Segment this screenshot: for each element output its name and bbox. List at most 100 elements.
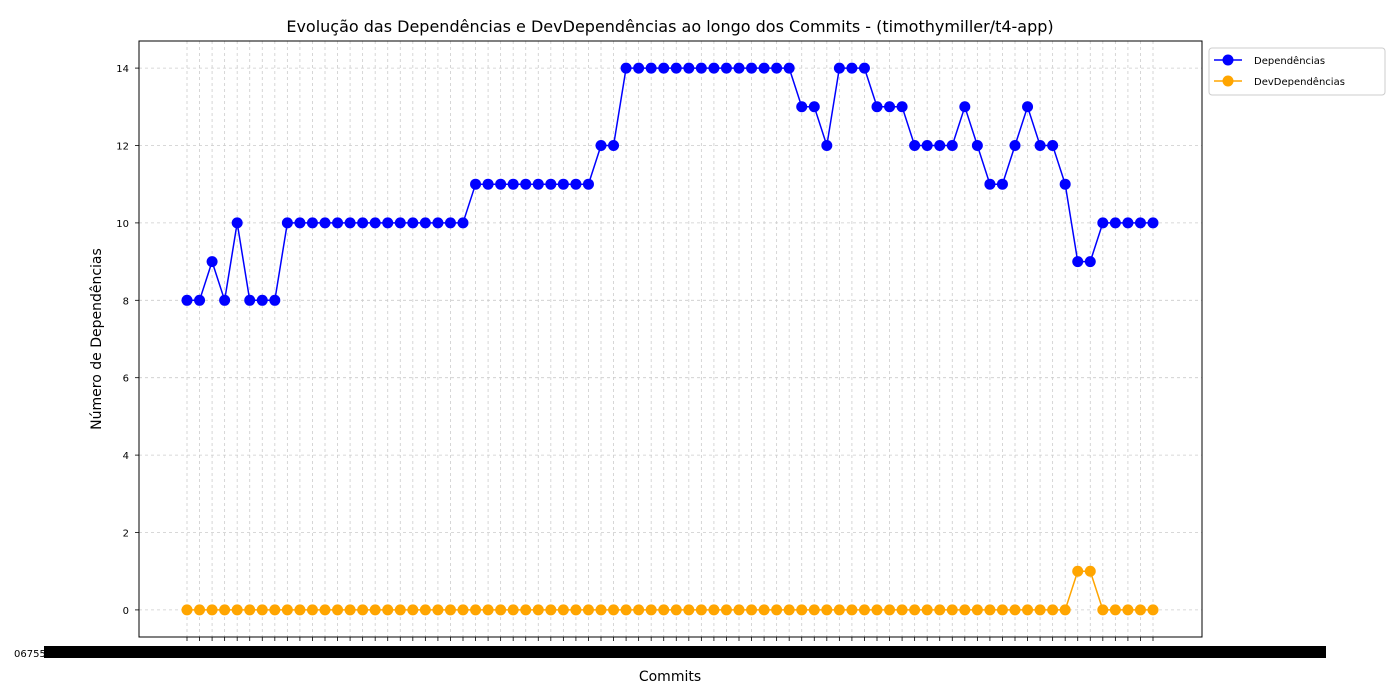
data-point-series-0 xyxy=(444,217,456,229)
y-tick-label: 10 xyxy=(116,219,129,230)
data-point-series-1 xyxy=(357,604,369,616)
data-point-series-0 xyxy=(357,217,369,229)
data-point-series-1 xyxy=(984,604,996,616)
data-point-series-1 xyxy=(1072,565,1084,577)
data-point-series-1 xyxy=(1122,604,1134,616)
data-point-series-1 xyxy=(971,604,983,616)
data-point-series-1 xyxy=(319,604,331,616)
data-point-series-1 xyxy=(231,604,243,616)
data-point-series-1 xyxy=(595,604,607,616)
data-point-series-1 xyxy=(1034,604,1046,616)
data-point-series-0 xyxy=(382,217,394,229)
data-point-series-0 xyxy=(633,62,645,74)
data-point-series-0 xyxy=(1147,217,1159,229)
legend-marker-dependencias xyxy=(1222,54,1234,66)
data-point-series-0 xyxy=(332,217,344,229)
data-point-series-1 xyxy=(645,604,657,616)
data-point-series-1 xyxy=(256,604,268,616)
data-point-series-0 xyxy=(1072,256,1084,268)
data-point-series-0 xyxy=(934,139,946,151)
data-point-series-0 xyxy=(369,217,381,229)
legend-marker-devdependencias xyxy=(1222,75,1234,87)
data-point-series-1 xyxy=(507,604,519,616)
data-point-series-0 xyxy=(683,62,695,74)
data-point-series-0 xyxy=(206,256,218,268)
data-point-series-1 xyxy=(833,604,845,616)
data-point-series-1 xyxy=(470,604,482,616)
data-point-series-1 xyxy=(921,604,933,616)
data-point-series-1 xyxy=(532,604,544,616)
y-tick-label: 14 xyxy=(116,64,129,75)
data-point-series-0 xyxy=(294,217,306,229)
data-point-series-0 xyxy=(1109,217,1121,229)
x-tick-label-last: ...8e05d xyxy=(1285,649,1326,660)
data-point-series-1 xyxy=(821,604,833,616)
data-point-series-1 xyxy=(683,604,695,616)
data-point-series-1 xyxy=(608,604,620,616)
data-point-series-0 xyxy=(495,178,507,190)
data-point-series-1 xyxy=(633,604,645,616)
data-point-series-0 xyxy=(858,62,870,74)
data-point-series-1 xyxy=(796,604,808,616)
data-point-series-0 xyxy=(1059,178,1071,190)
data-point-series-1 xyxy=(545,604,557,616)
data-point-series-0 xyxy=(758,62,770,74)
data-point-series-1 xyxy=(407,604,419,616)
data-point-series-0 xyxy=(695,62,707,74)
data-point-series-0 xyxy=(432,217,444,229)
data-point-series-0 xyxy=(457,217,469,229)
data-point-series-1 xyxy=(934,604,946,616)
data-point-series-0 xyxy=(470,178,482,190)
data-point-series-1 xyxy=(959,604,971,616)
data-point-series-1 xyxy=(570,604,582,616)
data-point-series-1 xyxy=(658,604,670,616)
data-point-series-0 xyxy=(1084,256,1096,268)
data-point-series-1 xyxy=(495,604,507,616)
data-point-series-1 xyxy=(771,604,783,616)
data-point-series-1 xyxy=(181,604,193,616)
data-point-series-0 xyxy=(1047,139,1059,151)
data-point-series-0 xyxy=(219,294,231,306)
data-point-series-0 xyxy=(595,139,607,151)
data-point-series-1 xyxy=(269,604,281,616)
data-point-series-0 xyxy=(670,62,682,74)
legend-box xyxy=(1208,47,1386,96)
data-point-series-1 xyxy=(783,604,795,616)
data-point-series-0 xyxy=(896,101,908,113)
data-point-series-1 xyxy=(1109,604,1121,616)
data-point-series-0 xyxy=(608,139,620,151)
x-axis-label: Commits xyxy=(639,669,701,685)
data-point-series-0 xyxy=(419,217,431,229)
data-point-series-1 xyxy=(206,604,218,616)
y-axis-ticks: 0 2 4 6 8 10 12 14 xyxy=(116,64,139,617)
data-point-series-1 xyxy=(1047,604,1059,616)
data-point-series-0 xyxy=(507,178,519,190)
legend-label-devdependencias: DevDependências xyxy=(1254,76,1345,88)
x-tick-label-first: 06755... xyxy=(14,649,55,660)
y-axis-label: Número de Dependências xyxy=(89,248,105,430)
data-point-series-0 xyxy=(658,62,670,74)
series-layer xyxy=(181,62,1159,616)
data-point-series-1 xyxy=(1134,604,1146,616)
data-point-series-0 xyxy=(1097,217,1109,229)
data-point-series-1 xyxy=(194,604,206,616)
data-point-series-0 xyxy=(708,62,720,74)
data-point-series-0 xyxy=(1134,217,1146,229)
data-point-series-0 xyxy=(557,178,569,190)
data-point-series-1 xyxy=(332,604,344,616)
data-point-series-0 xyxy=(344,217,356,229)
y-tick-label: 8 xyxy=(123,296,129,307)
data-point-series-0 xyxy=(1022,101,1034,113)
data-point-series-1 xyxy=(419,604,431,616)
data-point-series-0 xyxy=(909,139,921,151)
data-point-series-1 xyxy=(306,604,318,616)
data-point-series-0 xyxy=(394,217,406,229)
data-point-series-0 xyxy=(808,101,820,113)
x-axis-ticks: 06755... ...8e05d xyxy=(14,637,1326,660)
data-point-series-1 xyxy=(695,604,707,616)
data-point-series-1 xyxy=(294,604,306,616)
y-tick-label: 12 xyxy=(116,141,129,152)
data-point-series-0 xyxy=(545,178,557,190)
data-point-series-1 xyxy=(758,604,770,616)
